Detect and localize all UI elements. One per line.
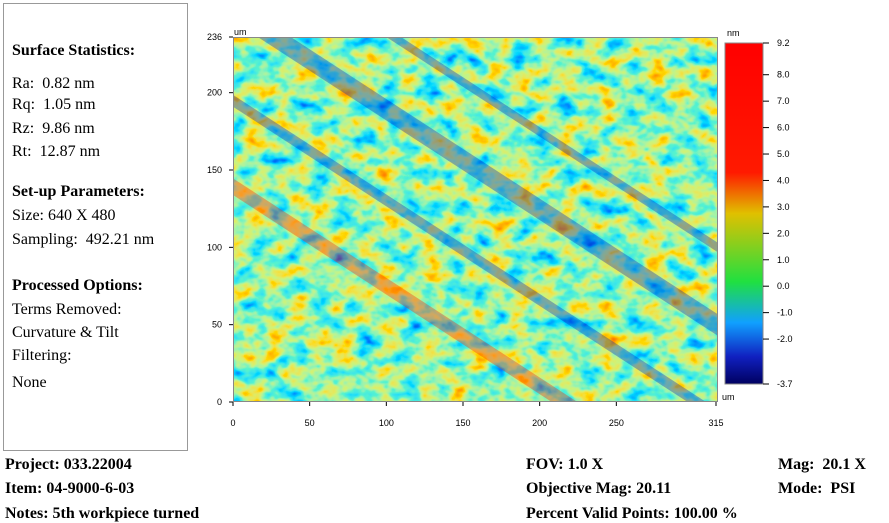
colorbar-tick-label: 0.0 xyxy=(777,281,790,291)
colorbar-tick-label: 2.0 xyxy=(777,228,790,238)
y-unit: um xyxy=(234,27,247,37)
stat-line: Rz: 9.86 nm xyxy=(12,120,95,137)
y-tick-label: 0 xyxy=(217,397,222,407)
y-tick-label: 200 xyxy=(207,88,222,98)
footer-middle: Percent Valid Points: 100.00 % xyxy=(526,505,738,522)
map-frame xyxy=(233,37,718,402)
colorbar-tick-label: 6.0 xyxy=(777,123,790,133)
stat-line: Filtering: xyxy=(12,347,72,364)
x-tick-label: 315 xyxy=(708,418,723,428)
stat-line: Size: 640 X 480 xyxy=(12,207,116,224)
stat-line: Curvature & Tilt xyxy=(12,324,119,341)
y-tick-label: 100 xyxy=(207,242,222,252)
stat-line: Sampling: 492.21 nm xyxy=(12,231,155,248)
diagonal-texture xyxy=(233,37,718,402)
stat-line: Ra: 0.82 nm xyxy=(12,75,95,92)
x-tick-label: 50 xyxy=(305,418,315,428)
stat-line: Rt: 12.87 nm xyxy=(12,143,101,160)
section-title: Surface Statistics: xyxy=(12,42,135,59)
x-tick-label: 200 xyxy=(532,418,547,428)
colorbar-tick-label: 1.0 xyxy=(777,255,790,265)
colorbar-tick-label: 5.0 xyxy=(777,149,790,159)
footer-left: Item: 04-9000-6-03 xyxy=(5,480,134,497)
colorbar-unit: nm xyxy=(727,28,740,38)
colorbar-tick-label: 4.0 xyxy=(777,175,790,185)
height-map xyxy=(233,37,718,402)
colorbar-tick-label: 9.2 xyxy=(777,38,790,48)
surface-map xyxy=(233,37,718,402)
stat-line: Rq: 1.05 nm xyxy=(12,96,96,113)
y-tick-label: 50 xyxy=(212,320,222,330)
footer-middle: Objective Mag: 20.11 xyxy=(526,480,671,497)
colorbar-tick-label: -2.0 xyxy=(777,334,793,344)
section-title: Processed Options: xyxy=(12,277,143,294)
colorbar-tick-label: 8.0 xyxy=(777,70,790,80)
y-tick-label: 236 xyxy=(207,32,222,42)
footer-right: Mode: PSI xyxy=(778,480,855,497)
colorbar xyxy=(724,42,764,385)
colorbar-tick-label: 7.0 xyxy=(777,96,790,106)
footer-left: Project: 033.22004 xyxy=(5,456,132,473)
colorbar-tick-label: -1.0 xyxy=(777,308,793,318)
x-tick-label: 100 xyxy=(379,418,394,428)
footer-left: Notes: 5th workpiece turned xyxy=(5,505,199,522)
footer-right: Mag: 20.1 X xyxy=(778,456,866,473)
footer-middle: FOV: 1.0 X xyxy=(526,456,604,473)
x-tick-label: 0 xyxy=(230,418,235,428)
x-unit: um xyxy=(722,392,735,402)
x-tick-label: 250 xyxy=(609,418,624,428)
stats-panel xyxy=(3,3,188,451)
colorbar-tick-label: 3.0 xyxy=(777,202,790,212)
y-tick-label: 150 xyxy=(207,165,222,175)
stat-line: Terms Removed: xyxy=(12,301,122,318)
x-tick-label: 150 xyxy=(455,418,470,428)
stat-line: None xyxy=(12,374,47,391)
section-title: Set-up Parameters: xyxy=(12,183,145,200)
colorbar-tick-label: -3.7 xyxy=(777,379,793,389)
